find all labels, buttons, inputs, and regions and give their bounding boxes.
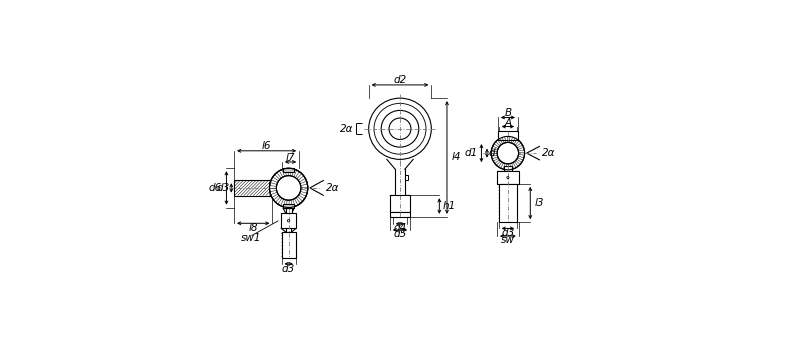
Text: d4: d4: [394, 223, 406, 233]
Text: h1: h1: [443, 201, 456, 211]
Text: d3: d3: [217, 183, 230, 193]
Text: d3: d3: [502, 228, 514, 238]
Bar: [286, 208, 291, 213]
Bar: [504, 166, 512, 171]
Text: l6: l6: [262, 141, 271, 151]
Bar: [390, 195, 410, 212]
Text: d3: d3: [282, 264, 295, 274]
Text: l4: l4: [451, 152, 461, 163]
Ellipse shape: [382, 110, 418, 147]
Ellipse shape: [389, 118, 411, 140]
Bar: [390, 212, 410, 217]
Bar: [497, 171, 518, 184]
Circle shape: [507, 176, 509, 179]
Circle shape: [287, 220, 290, 222]
Ellipse shape: [276, 176, 301, 200]
Text: A: A: [504, 118, 511, 128]
Text: d6: d6: [209, 183, 222, 193]
Bar: [283, 168, 294, 172]
Text: l8: l8: [249, 223, 258, 233]
Bar: [283, 204, 294, 208]
Bar: [281, 213, 296, 228]
Bar: [405, 175, 408, 180]
Text: sw1: sw1: [241, 234, 262, 244]
Ellipse shape: [497, 142, 518, 164]
Text: 2α: 2α: [326, 183, 340, 193]
Text: 2α: 2α: [542, 148, 555, 158]
Bar: [498, 184, 517, 222]
Ellipse shape: [491, 136, 525, 170]
Bar: [286, 228, 291, 232]
Bar: [498, 132, 518, 140]
Text: l7: l7: [286, 153, 295, 163]
Text: B: B: [504, 108, 511, 118]
Ellipse shape: [369, 98, 431, 159]
Ellipse shape: [374, 103, 426, 154]
Text: d: d: [488, 148, 495, 158]
Text: 2α: 2α: [340, 124, 354, 134]
Text: sw: sw: [501, 235, 515, 245]
Ellipse shape: [270, 168, 308, 207]
Text: d5: d5: [394, 229, 406, 239]
Bar: [282, 232, 296, 258]
Text: d2: d2: [394, 75, 406, 85]
Text: l3: l3: [534, 198, 544, 208]
Text: d1: d1: [465, 148, 478, 158]
